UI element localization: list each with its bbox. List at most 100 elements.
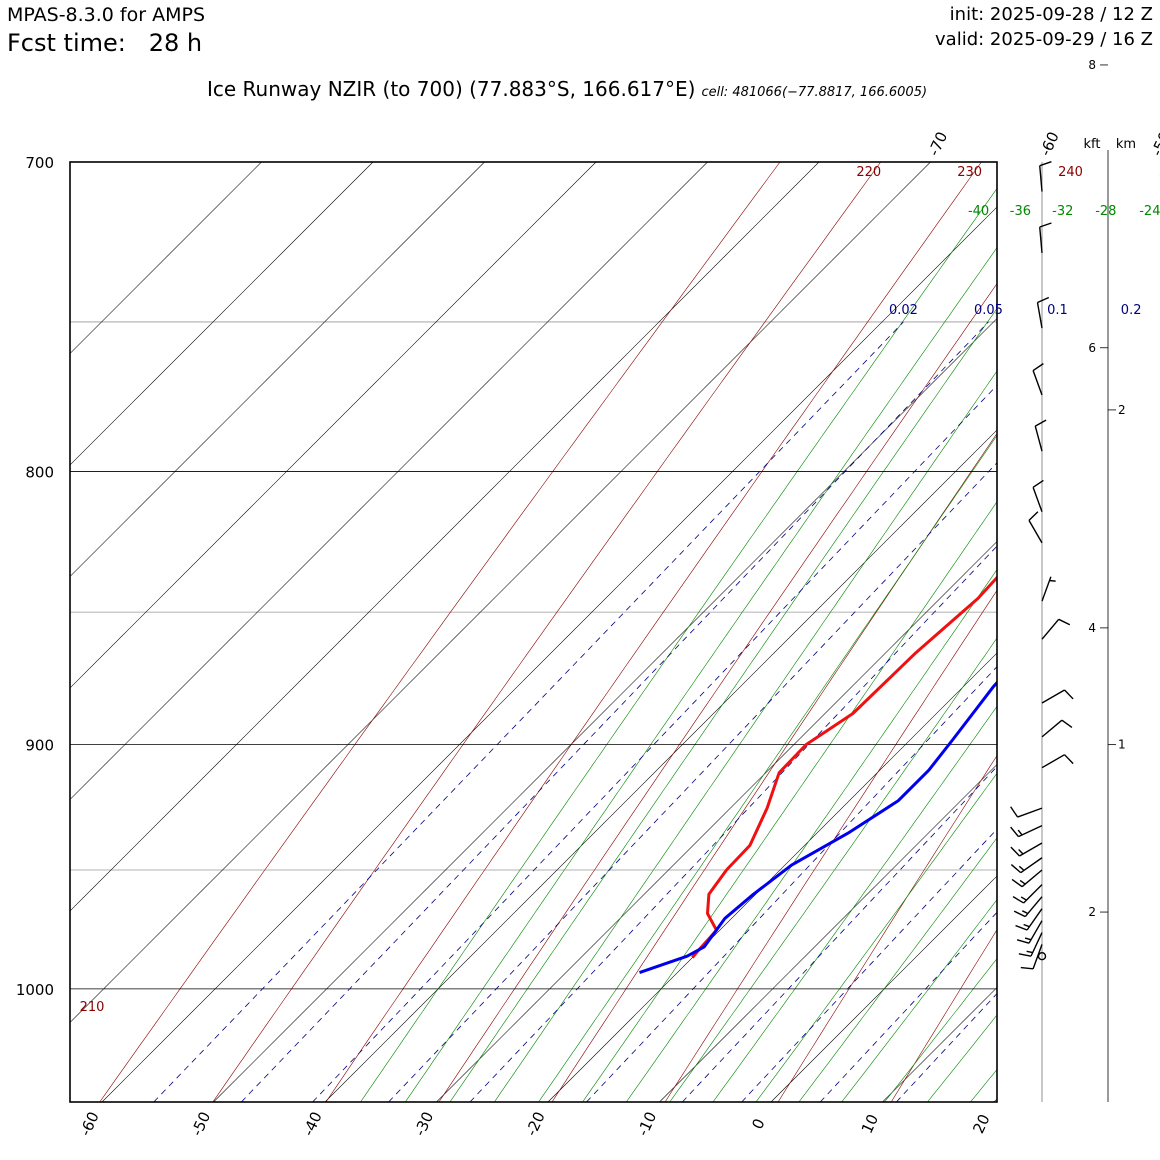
isotherm-label-bottom: -50 bbox=[188, 1109, 215, 1139]
isotherm-label-top: -60 bbox=[1036, 129, 1063, 159]
wind-barb bbox=[1039, 222, 1052, 253]
dewpoint-line bbox=[639, 680, 997, 975]
wind-barb-half-feather bbox=[1049, 579, 1056, 582]
mixing-ratio-line bbox=[896, 992, 997, 1102]
moist-adiabat-line bbox=[404, 246, 997, 1102]
wind-barb bbox=[1039, 161, 1052, 192]
isotherm-line bbox=[213, 318, 997, 1102]
wind-barb-feather bbox=[1010, 826, 1019, 838]
isotherm-line bbox=[436, 541, 997, 1102]
isotherm-line bbox=[70, 162, 931, 1023]
wind-barb-staff bbox=[1034, 425, 1043, 452]
wind-barb-feather bbox=[1064, 754, 1074, 765]
dry-adiabat-line bbox=[99, 162, 781, 1102]
wind-barb-staff bbox=[1018, 824, 1043, 838]
wind-barb-staff bbox=[1041, 618, 1060, 640]
pressure-label: 700 bbox=[25, 154, 54, 172]
wind-barb-feather bbox=[1012, 895, 1024, 904]
wind-barb-feather bbox=[1034, 419, 1047, 427]
wind-barb-feather bbox=[1058, 618, 1071, 626]
mixing-ratio-line bbox=[586, 666, 997, 1102]
wind-barb bbox=[1013, 896, 1043, 918]
wind-barb-feather bbox=[1039, 222, 1052, 228]
pressure-label: 1000 bbox=[16, 981, 54, 999]
wind-barb-feather bbox=[1020, 966, 1034, 970]
temperature-line bbox=[691, 575, 997, 959]
wind-barb-feather bbox=[1011, 878, 1023, 888]
isotherm-line bbox=[101, 206, 997, 1102]
mixing-ratio-label: 0.2 bbox=[1121, 303, 1142, 318]
profiles bbox=[639, 575, 997, 975]
wind-barb-feather bbox=[1016, 939, 1030, 944]
wind-barb-feather bbox=[1039, 161, 1052, 167]
wind-barb-staff bbox=[1041, 576, 1052, 602]
wind-barb-staff bbox=[1030, 932, 1043, 957]
forecast-time: Fcst time: 28 h bbox=[7, 29, 202, 57]
isotherm-line bbox=[70, 162, 485, 577]
wind-barb-staff bbox=[1026, 908, 1043, 931]
wind-barb-half-feather bbox=[1019, 879, 1026, 885]
kft-axis-label: kft bbox=[1084, 137, 1101, 152]
wind-barb-staff bbox=[1023, 884, 1043, 904]
moist-adiabat-line bbox=[360, 187, 997, 1102]
moist-adiabat-line bbox=[884, 958, 997, 1102]
moist-adiabat-label: -36 bbox=[1010, 204, 1031, 219]
moist-adiabat-label: -28 bbox=[1095, 204, 1116, 219]
wind-barb-staff bbox=[1028, 920, 1043, 944]
wind-barb-half-feather bbox=[1017, 829, 1023, 836]
isotherm-label-bottom: -40 bbox=[299, 1109, 326, 1139]
wind-barb-staff bbox=[1021, 869, 1043, 888]
forecast-time-label: Fcst time: bbox=[7, 29, 126, 57]
cell-info: cell: 481066(−77.8817, 166.6005) bbox=[701, 85, 928, 100]
isotherm-line bbox=[70, 162, 262, 354]
wind-barb-half-feather bbox=[1023, 923, 1030, 928]
wind-barb-staff bbox=[1028, 520, 1043, 544]
dry-adiabat-line bbox=[777, 755, 997, 1102]
moist-adiabat-line bbox=[582, 501, 997, 1102]
wind-barb-feather bbox=[1032, 363, 1044, 372]
wind-barb-half-feather bbox=[1020, 896, 1027, 901]
moist-adiabat-line bbox=[712, 705, 997, 1102]
station-title: Ice Runway NZIR (to 700) (77.883°S, 166.… bbox=[207, 77, 696, 101]
forecast-time-value: 28 h bbox=[148, 29, 203, 57]
wind-barb bbox=[1028, 511, 1043, 544]
model-name: MPAS-8.3.0 for AMPS bbox=[7, 4, 206, 26]
dry-adiabat-line bbox=[890, 929, 997, 1102]
wind-barb-feather bbox=[1061, 719, 1073, 729]
wind-barb-staff bbox=[1020, 857, 1043, 874]
wind-barb bbox=[1016, 920, 1043, 944]
km-axis-label: km bbox=[1116, 137, 1136, 152]
dry-adiabat-label: 230 bbox=[957, 165, 982, 180]
isotherm-label-bottom: -10 bbox=[634, 1109, 661, 1139]
isotherm-label-bottom: -20 bbox=[522, 1109, 549, 1139]
mixing-ratio-line bbox=[741, 828, 997, 1102]
wind-barb bbox=[1010, 842, 1043, 857]
wind-barb-half-feather bbox=[1024, 937, 1032, 941]
chart-labels: 700 800 900 1000 -70 -60 -50 -40 -30 -20 -10 0 -60 -5… bbox=[16, 129, 1160, 1139]
wind-barb-feather bbox=[1028, 511, 1039, 521]
pressure-label: 800 bbox=[25, 464, 54, 482]
dry-adiabat-line bbox=[325, 162, 982, 1102]
isotherm-line bbox=[70, 162, 374, 466]
dry-adiabat-label: 240 bbox=[1058, 165, 1083, 180]
mixing-ratio-line bbox=[469, 545, 997, 1102]
wind-barb bbox=[1032, 479, 1044, 513]
moist-adiabats bbox=[360, 187, 997, 1102]
isotherm-line bbox=[324, 429, 997, 1102]
moist-adiabat-label: -32 bbox=[1052, 204, 1073, 219]
wind-barb-feather bbox=[1018, 953, 1032, 957]
kft-tick-label: 8 bbox=[1088, 58, 1096, 72]
dry-adiabat-line bbox=[212, 162, 881, 1102]
wind-barb bbox=[1010, 824, 1043, 838]
isotherm-line bbox=[770, 875, 997, 1102]
wind-barb bbox=[1032, 363, 1044, 396]
wind-barb-staff bbox=[1036, 302, 1043, 329]
wind-barb bbox=[1015, 908, 1043, 931]
dry-adiabat-label: 220 bbox=[856, 165, 881, 180]
km-tick-label: 2 bbox=[1118, 403, 1126, 417]
isotherm-line bbox=[70, 162, 597, 689]
isotherm-label-bottom: 20 bbox=[969, 1111, 993, 1136]
wind-barb-feather bbox=[1010, 846, 1020, 857]
isotherm-label-bottom: -60 bbox=[76, 1109, 103, 1139]
wind-barb-feather bbox=[1013, 910, 1026, 918]
